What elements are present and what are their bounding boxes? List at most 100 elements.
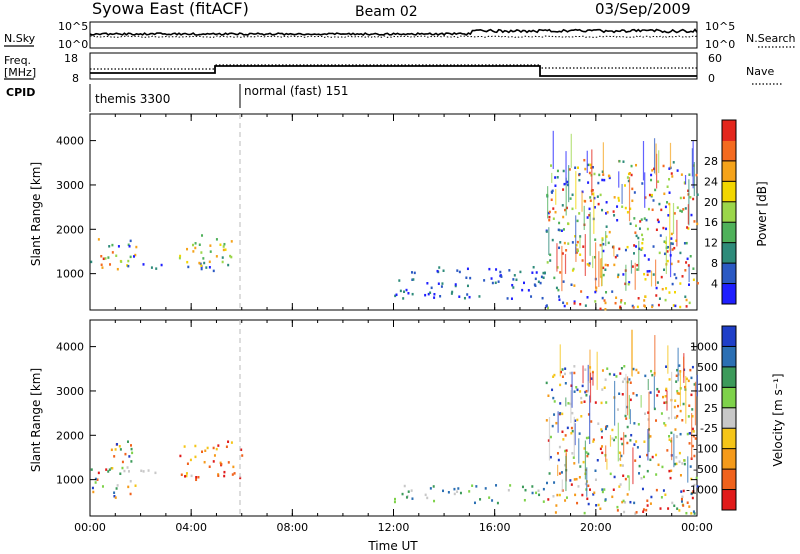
echo-cell xyxy=(636,263,639,267)
echo-cell xyxy=(126,440,129,443)
echo-streak xyxy=(575,247,577,262)
echo-cell xyxy=(198,243,201,247)
echo-cell xyxy=(564,449,567,453)
echo-cell xyxy=(119,448,122,451)
echo-cell xyxy=(115,254,118,258)
echo-cell xyxy=(111,243,114,247)
echo-cell xyxy=(635,234,638,238)
echo-cell xyxy=(227,461,230,464)
echo-cell xyxy=(636,446,639,449)
echo-cell xyxy=(614,301,617,305)
echo-streak xyxy=(551,172,553,183)
echo-cell xyxy=(241,454,244,457)
echo-cell xyxy=(694,437,697,440)
echo-streak xyxy=(693,162,695,197)
colorbar-segment xyxy=(722,263,736,285)
echo-cell xyxy=(129,492,132,496)
echo-cell xyxy=(649,458,652,462)
echo-cell xyxy=(559,412,562,415)
echo-cell xyxy=(663,268,666,271)
colorbar-segment xyxy=(722,140,736,162)
echo-cell xyxy=(410,271,413,274)
echo-cell xyxy=(189,458,192,462)
echo-cell xyxy=(561,412,564,416)
nsky-label: N.Sky xyxy=(4,32,36,45)
echo-cell xyxy=(624,206,627,210)
echo-cell xyxy=(201,234,204,237)
echo-cell xyxy=(553,413,556,416)
echo-cell xyxy=(200,267,203,271)
echo-cell xyxy=(127,485,130,489)
echo-cell xyxy=(223,470,226,474)
echo-cell xyxy=(650,173,653,177)
echo-cell xyxy=(649,502,652,505)
echo-cell xyxy=(663,192,666,196)
echo-cell xyxy=(126,264,129,267)
echo-cell xyxy=(693,220,696,223)
echo-cell xyxy=(403,484,406,488)
echo-cell xyxy=(551,189,554,193)
echo-streak xyxy=(691,148,693,177)
echo-streak xyxy=(559,344,561,377)
echo-cell xyxy=(558,246,561,250)
colorbar-tick-label: 28 xyxy=(704,155,718,168)
echo-cell xyxy=(553,276,556,280)
echo-cell xyxy=(670,172,673,175)
colorbar-tick-label: 25 xyxy=(704,402,718,415)
echo-cell xyxy=(671,242,674,246)
echo-cell xyxy=(657,390,660,393)
echo-cell xyxy=(630,173,633,177)
echo-cell xyxy=(600,401,603,405)
echo-cell xyxy=(664,395,667,398)
echo-cell xyxy=(559,383,562,387)
echo-cell xyxy=(602,273,605,277)
echo-cell xyxy=(398,279,401,282)
echo-cell xyxy=(454,284,457,288)
echo-streak xyxy=(621,183,623,204)
echo-cell xyxy=(105,468,108,471)
echo-cell xyxy=(194,246,197,250)
echo-cell xyxy=(97,471,100,475)
echo-cell xyxy=(690,213,693,217)
echo-cell xyxy=(622,273,625,276)
echo-cell xyxy=(644,196,647,199)
echo-cell xyxy=(564,499,567,502)
echo-cell xyxy=(603,488,606,491)
echo-cell xyxy=(532,265,535,269)
echo-cell xyxy=(690,492,693,496)
echo-streak xyxy=(586,467,588,497)
echo-cell xyxy=(664,205,667,209)
echo-cell xyxy=(586,454,589,458)
echo-cell xyxy=(433,499,436,503)
echo-cell xyxy=(558,493,561,497)
echo-cell xyxy=(608,230,611,234)
echo-cell xyxy=(676,206,679,209)
echo-cell xyxy=(670,431,673,435)
echo-cell xyxy=(199,262,202,266)
echo-cell xyxy=(674,304,677,308)
echo-cell xyxy=(591,189,594,192)
echo-streak xyxy=(575,215,577,254)
echo-cell xyxy=(604,301,607,305)
echo-cell xyxy=(447,491,450,494)
echo-cell xyxy=(636,305,639,309)
colorbar-tick-label: -500 xyxy=(693,463,718,476)
echo-cell xyxy=(611,290,614,293)
echo-streak xyxy=(592,371,594,386)
echo-cell xyxy=(212,446,215,450)
echo-cell xyxy=(587,436,590,439)
echo-cell xyxy=(213,454,216,457)
echo-cell xyxy=(679,251,682,255)
echo-streak xyxy=(582,365,584,384)
echo-cell xyxy=(674,428,677,431)
echo-cell xyxy=(663,240,666,243)
echo-cell xyxy=(601,488,604,491)
y-tick-label: 4000 xyxy=(56,341,84,354)
echo-cell xyxy=(605,425,608,429)
echo-cell xyxy=(635,440,638,443)
echo-cell xyxy=(647,411,650,414)
echo-cell xyxy=(394,294,397,298)
echo-cell xyxy=(621,442,624,446)
echo-cell xyxy=(180,473,183,477)
echo-cell xyxy=(685,511,688,515)
